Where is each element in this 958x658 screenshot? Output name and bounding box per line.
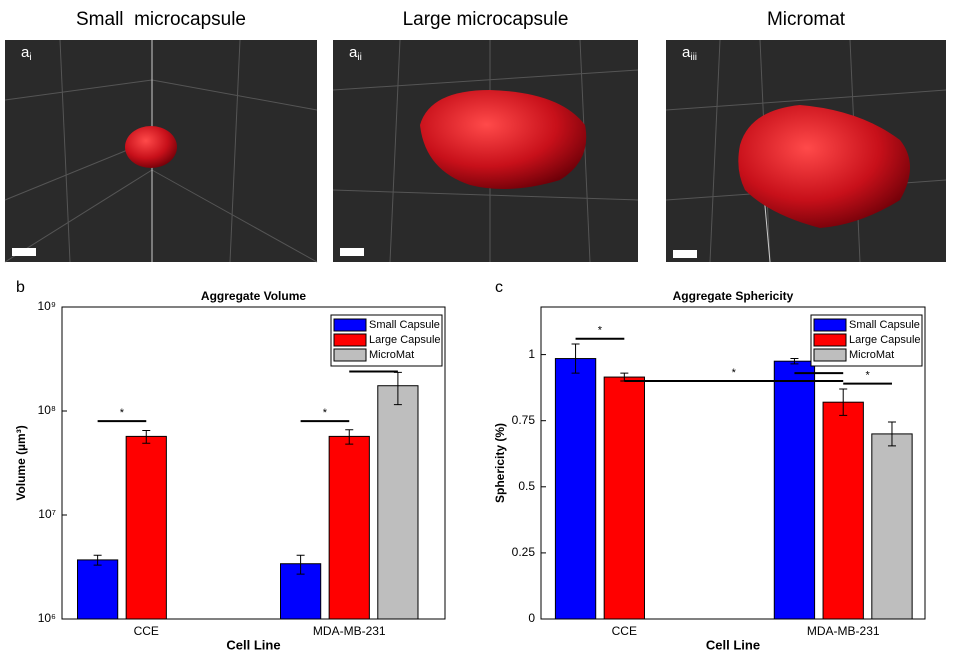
- image-panels: [5, 40, 946, 262]
- x-tick-label: CCE: [134, 624, 159, 638]
- legend-swatch: [334, 349, 366, 361]
- chart-title: Aggregate Volume: [201, 289, 306, 303]
- scale-bar: [12, 248, 36, 256]
- y-tick-label: 10⁷: [38, 507, 56, 521]
- legend-label: Small Capsule: [369, 319, 440, 331]
- x-tick-label: MDA-MB-231: [807, 624, 880, 638]
- panel-label: b: [16, 279, 25, 296]
- panel-label-sub: ii: [357, 52, 361, 63]
- y-tick-label: 0: [528, 611, 535, 625]
- y-tick-label: 10⁶: [38, 611, 56, 625]
- x-tick-label: CCE: [612, 624, 637, 638]
- panel-label-sub: i: [29, 52, 31, 63]
- bar: [604, 377, 644, 619]
- significance-label: *: [598, 325, 603, 337]
- y-tick-label: 10⁹: [38, 299, 57, 313]
- panel-title: Small microcapsule: [76, 9, 246, 30]
- legend-swatch: [814, 319, 846, 331]
- y-tick-label: 1: [528, 347, 535, 361]
- scale-bar: [673, 250, 697, 258]
- legend-swatch: [814, 334, 846, 346]
- y-tick-label: 0.25: [512, 545, 536, 559]
- legend-label: Large Capsule: [369, 334, 441, 346]
- y-tick-label: 0.5: [518, 479, 535, 493]
- y-tick-label: 10⁸: [38, 403, 56, 417]
- bar: [329, 436, 369, 619]
- page: Small microcapsuleaiLarge microcapsuleai…: [0, 0, 958, 658]
- panel-title: Large microcapsule: [403, 9, 569, 30]
- legend-swatch: [334, 334, 366, 346]
- significance-label: *: [732, 367, 737, 379]
- legend-label: MicroMat: [369, 349, 414, 361]
- significance-label: *: [120, 407, 125, 419]
- y-axis-label: Sphericity (%): [493, 423, 507, 503]
- legend-label: MicroMat: [849, 349, 894, 361]
- bar: [774, 361, 814, 619]
- significance-label: *: [865, 370, 870, 382]
- scale-bar: [340, 248, 364, 256]
- bar: [823, 402, 863, 619]
- bar: [555, 359, 595, 619]
- microcapsule: [125, 126, 177, 168]
- chart-title: Aggregate Sphericity: [673, 289, 794, 303]
- bar: [78, 560, 118, 619]
- legend-swatch: [334, 319, 366, 331]
- figure: Small microcapsuleaiLarge microcapsuleai…: [0, 0, 958, 658]
- x-axis-label: Cell Line: [706, 637, 760, 652]
- legend-swatch: [814, 349, 846, 361]
- panel-label-sub: iii: [690, 52, 697, 63]
- y-axis-label: Volume (µm³): [14, 425, 28, 500]
- bar: [126, 436, 166, 619]
- x-tick-label: MDA-MB-231: [313, 624, 386, 638]
- significance-label: *: [323, 407, 328, 419]
- bar: [872, 434, 912, 619]
- y-tick-label: 0.75: [512, 413, 536, 427]
- panel-title: Micromat: [767, 9, 846, 30]
- bar: [378, 386, 418, 619]
- legend-label: Small Capsule: [849, 319, 920, 331]
- x-axis-label: Cell Line: [226, 637, 280, 652]
- legend-label: Large Capsule: [849, 334, 921, 346]
- panel-label: c: [495, 279, 503, 296]
